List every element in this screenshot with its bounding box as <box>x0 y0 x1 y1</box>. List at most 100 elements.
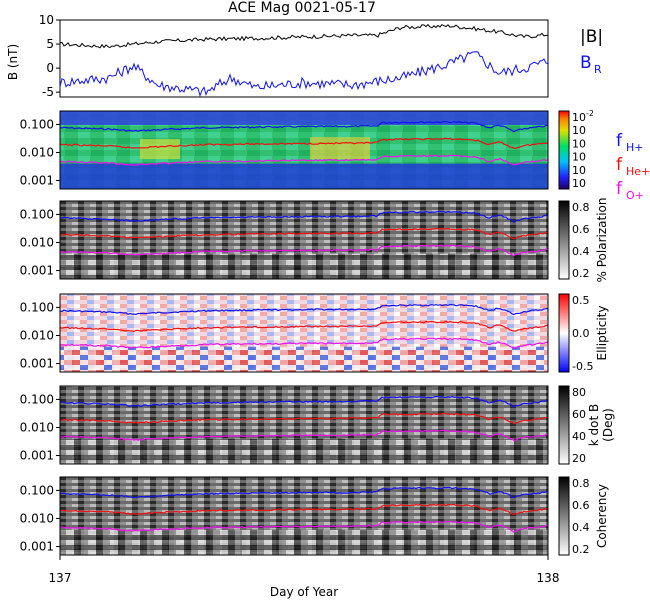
y-tick-label: 0.100 <box>20 117 54 131</box>
colorbar-tick-label: 0.8 <box>572 477 590 490</box>
colorbar-label: % Polarization <box>595 198 609 283</box>
panel-frame <box>59 385 549 465</box>
mag-y-tick-label: 5 <box>46 37 54 51</box>
legend-entry-He: f <box>616 155 623 175</box>
colorbar-tick-label: 60 <box>572 408 586 421</box>
x-axis-label: Day of Year <box>270 585 338 599</box>
colorbar-tick-label: 0.6 <box>572 499 590 512</box>
y-tick-label: 0.010 <box>20 328 54 342</box>
colorbar-tick-label: 40 <box>572 430 586 443</box>
legend-entry-O-subscript: O+ <box>626 189 644 202</box>
gyrofrequency-line-O <box>59 154 549 166</box>
colorbar-tick-label: -0.5 <box>572 360 593 373</box>
colorbar-tick-label: 10 <box>572 177 586 190</box>
panel-kdotb: 0.100 0.010 0.001 80 60 40 20k dot B (Deg) <box>20 385 615 465</box>
y-tick-label: 0.001 <box>20 449 54 463</box>
gyrofrequency-line-H <box>59 486 549 499</box>
series-line-B <box>59 23 549 49</box>
colorbar-tick-label: 10 <box>572 111 586 124</box>
gyrofrequency-line-He <box>59 503 549 516</box>
mag-y-tick-label: 0 <box>46 61 54 75</box>
y-tick-label: 0.001 <box>20 357 54 371</box>
gyrofrequency-line-He <box>59 137 549 149</box>
gyrofrequency-line-H <box>60 395 549 409</box>
legend-entry-BR: B <box>580 53 592 73</box>
colorbar-tick-label: 0.5 <box>572 294 590 307</box>
colorbar-tick-label: 10 <box>572 151 586 164</box>
legend-entry-O: f <box>616 179 623 199</box>
legend-entry-H-subscript: H+ <box>626 141 644 154</box>
legend-entry-BR-subscript: R <box>594 63 602 76</box>
colorbar-power <box>558 110 570 190</box>
gyrofrequency-line-H <box>59 210 548 224</box>
gyrofrequency-line-O <box>59 337 549 350</box>
mag-y-tick-label: -5 <box>42 85 54 99</box>
legend-entry-H: f <box>616 131 623 151</box>
x-axis: 137 138 Day of Year <box>49 571 560 599</box>
mag-y-tick-label: 10 <box>39 13 54 27</box>
colorbar-tick-label: 0.2 <box>572 543 590 556</box>
spectrogram-low-band <box>60 346 548 372</box>
colorbar-tick-label: 10 <box>572 164 586 177</box>
colorbar-tick-label: 0.4 <box>572 245 590 258</box>
colorbar-tick-label: 0.8 <box>572 201 590 214</box>
colorbar-tick-label: 10 <box>572 137 586 150</box>
y-tick-label: 0.100 <box>20 392 54 406</box>
y-tick-label: 0.001 <box>20 174 54 188</box>
colorbar-label: Coherency <box>595 484 609 548</box>
panel-coherency: 0.100 0.010 0.001 0.8 0.6 0.4 0.2 Coherency <box>20 476 609 556</box>
gyrofrequency-line-O <box>59 520 549 533</box>
spectrogram-top-band <box>60 111 548 125</box>
colorbar-tick-label: 0.0 <box>572 327 590 340</box>
figure-title: ACE Mag 0021-05-17 <box>228 0 376 16</box>
x-tick-label-end: 138 <box>537 571 560 585</box>
gyrofrequency-line-O <box>59 429 549 442</box>
spectrogram-hot-patch <box>140 139 180 160</box>
y-tick-label: 0.100 <box>20 483 54 497</box>
series-line-BR <box>59 51 549 98</box>
gyrofrequency-line-H <box>59 303 549 316</box>
y-tick-label: 0.001 <box>20 264 54 278</box>
colorbar-tick-label: 0.6 <box>572 223 590 236</box>
y-tick-label: 0.010 <box>20 511 54 525</box>
colorbar-tick-label: 0.4 <box>572 521 590 534</box>
panel-frame <box>59 110 549 190</box>
y-tick-label: 0.100 <box>20 300 54 314</box>
y-tick-label: 0.010 <box>20 235 54 249</box>
colorbar-ellipticity <box>558 293 570 373</box>
panel-polarization: 0.100 0.010 0.001 0.8 0.6 0.4 0.2 % Polarizatio… <box>20 198 609 283</box>
x-tick-label-start: 137 <box>49 571 72 585</box>
panel-frame <box>59 293 549 373</box>
colorbar-tick-label: 10 <box>572 124 586 137</box>
colorbar-coherency <box>558 476 570 556</box>
mag-panel: 10 5 0 -5 B (nT) |B| B R <box>6 13 603 99</box>
spectrogram-hot-patch <box>310 137 370 160</box>
spectrogram-low-band <box>60 529 548 555</box>
gyrofrequency-line-He <box>59 412 549 425</box>
gyrofrequency-line-He <box>59 320 549 333</box>
colorbar-label-units: (Deg) <box>601 408 615 442</box>
y-tick-label: 0.010 <box>20 420 54 434</box>
colorbar-tick-label: 20 <box>572 452 586 465</box>
y-tick-label: 0.010 <box>20 145 54 159</box>
legend-entry-B: |B| <box>580 27 603 47</box>
colorbar-kdotb <box>558 385 570 465</box>
spectrogram-low-band <box>60 438 548 464</box>
mag-plot-frame <box>59 19 549 98</box>
colorbar-label: Ellipticity <box>595 306 609 361</box>
panel-frame <box>59 200 549 280</box>
mag-y-axis-label: B (nT) <box>6 44 20 80</box>
colorbar-tick-exponent: -2 <box>586 109 594 118</box>
spectrogram-low-band <box>60 253 548 279</box>
y-tick-label: 0.100 <box>20 207 54 221</box>
gyrofrequency-line-O <box>59 244 549 257</box>
y-tick-label: 0.001 <box>20 540 54 554</box>
colorbar-polarization <box>558 200 570 280</box>
gyrofrequency-line-He <box>59 227 549 240</box>
spectrogram-low-band <box>60 163 548 189</box>
gyrofrequency-line-H <box>59 120 549 133</box>
colorbar-label: k dot B <box>587 404 601 446</box>
